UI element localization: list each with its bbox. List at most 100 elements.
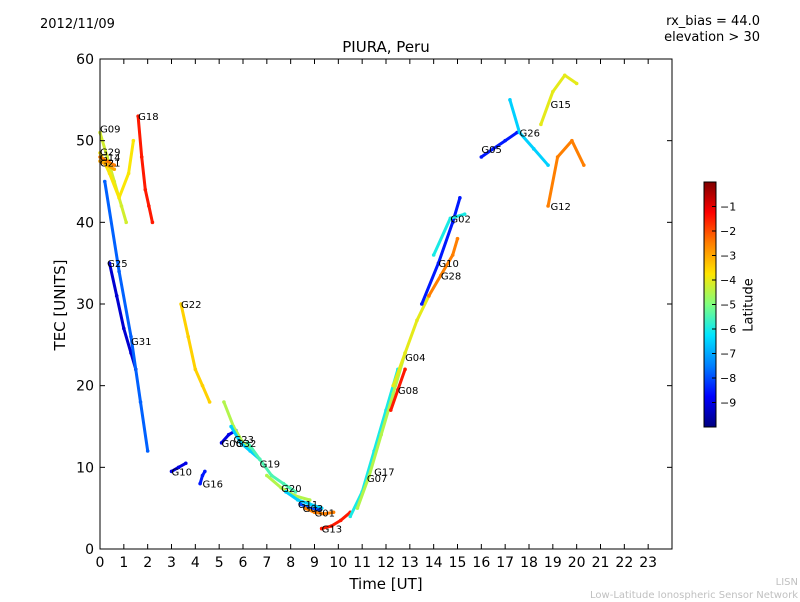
data-point-G20	[307, 498, 312, 502]
data-point-G21	[112, 167, 117, 172]
plot-data	[98, 73, 586, 531]
satellite-label-G10: G10	[172, 467, 192, 478]
data-point-G32	[229, 424, 233, 429]
x-tick-label: 18	[520, 555, 538, 571]
data-point-G16	[198, 481, 202, 486]
data-point-G14	[112, 163, 117, 167]
data-point-G01	[331, 510, 336, 515]
data-point-G12	[546, 204, 550, 208]
trace-G07	[348, 367, 400, 518]
colorbar-tick-label: −4	[720, 274, 736, 287]
x-tick-label: 12	[377, 555, 395, 571]
data-point-G22	[186, 334, 190, 339]
satellite-label-G09: G09	[100, 124, 120, 135]
satellite-label-G10: G10	[438, 259, 458, 270]
x-axis-ticks: 0 1 2 3 4 5 6 7 8 9 10 11 12 13 14 15 16 17 18 19 20 21 22 23	[96, 59, 657, 571]
x-tick-label: 15	[449, 555, 467, 571]
satellite-label-G23: G23	[233, 435, 253, 446]
data-point-G16	[203, 469, 207, 474]
satellite-label-G02: G02	[450, 214, 470, 225]
colorbar-tick-label: −6	[720, 323, 736, 336]
data-point-G28	[450, 253, 455, 257]
data-point-G03	[317, 508, 322, 512]
satellite-label-G01: G01	[315, 508, 335, 519]
data-point-G32	[248, 449, 252, 453]
colorbar-tick-label: −3	[720, 250, 736, 263]
data-point-G31	[117, 269, 121, 274]
x-tick-label: 9	[310, 555, 319, 571]
x-tick-label: 1	[119, 555, 128, 571]
y-tick-label: 50	[76, 134, 94, 150]
x-tick-label: 4	[191, 555, 200, 571]
data-point-G25	[114, 294, 119, 298]
data-point-G10	[169, 469, 174, 474]
satellite-label-G03: G03	[303, 504, 323, 515]
data-point-G19	[269, 473, 274, 478]
credit-short: LISN	[775, 577, 798, 588]
credit-long: Low-Latitude Ionospheric Sensor Network	[590, 590, 798, 601]
x-tick-label: 3	[167, 555, 176, 571]
x-tick-label: 5	[215, 555, 224, 571]
data-point-G16	[200, 473, 205, 478]
data-point-G22	[193, 367, 198, 372]
colorbar-tick-label: −5	[720, 299, 736, 312]
trace-G26	[508, 98, 550, 167]
data-point-G20	[265, 473, 269, 478]
satellite-label-G19: G19	[260, 459, 280, 470]
x-tick-label: 6	[239, 555, 248, 571]
satellite-label-G17: G17	[374, 467, 394, 478]
data-point-G15	[539, 122, 543, 127]
data-point-G12	[582, 163, 586, 167]
elevation-label: elevation > 30	[664, 30, 760, 45]
y-tick-label: 20	[76, 379, 94, 395]
data-point-G10	[450, 220, 455, 225]
data-point-G15	[551, 89, 555, 94]
x-tick-label: 20	[568, 555, 586, 571]
x-tick-label: 10	[329, 555, 347, 571]
colorbar-tick-label: −2	[720, 225, 736, 238]
data-point-G14	[105, 159, 109, 163]
data-point-G04	[415, 318, 419, 323]
y-tick-label: 40	[76, 215, 94, 231]
data-point-G23	[222, 400, 226, 404]
x-axis-label: Time [UT]	[349, 575, 423, 593]
x-tick-label: 21	[592, 555, 610, 571]
data-point-G10	[458, 196, 462, 200]
satellite-label-G21: G21	[100, 159, 120, 170]
data-point-G29	[107, 171, 112, 176]
trace-G05	[479, 131, 519, 159]
data-point-G31	[138, 400, 143, 404]
data-point-G09	[124, 220, 129, 225]
data-point-G08	[396, 387, 400, 392]
trace-G09	[98, 131, 128, 224]
data-point-G25	[122, 326, 126, 331]
data-point-G29	[131, 138, 136, 143]
trace-G01	[303, 506, 336, 516]
data-point-G13	[338, 518, 343, 523]
data-point-G04	[391, 383, 395, 388]
data-point-G17	[391, 392, 395, 396]
colorbar-tick-label: −7	[720, 348, 736, 361]
x-tick-label: 19	[544, 555, 562, 571]
satellite-label-G04: G04	[405, 353, 425, 364]
satellite-label-G25: G25	[107, 259, 127, 270]
data-point-G02	[448, 216, 453, 221]
data-point-G18	[139, 155, 144, 159]
data-point-G05	[479, 155, 484, 159]
data-point-G11	[296, 498, 300, 502]
data-point-G01	[312, 510, 317, 515]
data-point-G02	[431, 253, 436, 257]
satellite-label-G28: G28	[441, 271, 461, 282]
data-point-G17	[367, 473, 372, 478]
data-point-G26	[546, 163, 550, 167]
x-tick-label: 16	[472, 555, 490, 571]
rx-bias-label: rx_bias = 44.0	[666, 14, 760, 29]
satellite-label-G29: G29	[100, 147, 120, 158]
data-point-G12	[570, 138, 574, 143]
data-point-G04	[403, 351, 407, 355]
satellite-label-G13: G13	[322, 525, 342, 536]
x-tick-label: 7	[262, 555, 271, 571]
trace-G12	[546, 139, 586, 208]
receiver-info: rx_bias = 44.0 elevation > 30	[664, 14, 760, 46]
